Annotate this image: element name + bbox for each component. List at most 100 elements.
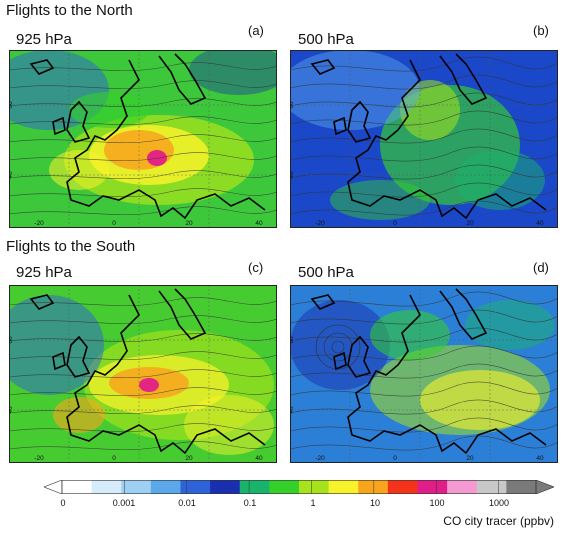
lat-tick-label: 40 bbox=[9, 406, 14, 414]
colorbar-segment bbox=[417, 480, 448, 494]
tracer-field bbox=[53, 397, 105, 433]
lat-tick-label: 40 bbox=[290, 406, 295, 414]
lon-tick-label: 0 bbox=[112, 455, 116, 462]
lon-tick-label: 40 bbox=[536, 455, 544, 462]
isobar-line bbox=[290, 309, 558, 325]
colorbar-arrow-low bbox=[44, 480, 63, 494]
lon-tick-label: 20 bbox=[466, 455, 474, 462]
coastline bbox=[66, 59, 266, 220]
colorbar-segment bbox=[180, 480, 211, 494]
tracer-field bbox=[147, 150, 167, 166]
coastline bbox=[347, 59, 547, 220]
colorbar-segment bbox=[387, 480, 418, 494]
isobar-line bbox=[290, 146, 558, 162]
map-panel-a: -20 0 20 40 60 40 bbox=[9, 50, 277, 228]
colorbar-arrow-high bbox=[535, 480, 554, 494]
lon-tick-label: 0 bbox=[112, 220, 116, 227]
isobar-line bbox=[9, 188, 277, 197]
coastline bbox=[347, 335, 372, 378]
lat-tick-label: 40 bbox=[290, 171, 295, 179]
coastline bbox=[333, 351, 347, 371]
panel-c-label: (c) bbox=[248, 260, 264, 275]
panel-b-label: (b) bbox=[533, 23, 549, 38]
coastline bbox=[52, 351, 66, 371]
map-panel-c: -20 0 20 40 60 40 bbox=[9, 285, 277, 463]
panel-d-level: 500 hPa bbox=[298, 264, 354, 281]
colorbar-tick-4: 1 bbox=[310, 498, 316, 508]
coastline bbox=[347, 294, 547, 455]
isobar-line bbox=[290, 435, 558, 451]
isobar-line bbox=[9, 134, 277, 143]
colorbar-segment bbox=[150, 480, 181, 494]
panel-a-label: (a) bbox=[248, 23, 264, 38]
colorbar-segment bbox=[239, 480, 270, 494]
colorbar-segment bbox=[299, 480, 330, 494]
tracer-field bbox=[139, 378, 159, 392]
isobar-line bbox=[9, 351, 277, 360]
tracer-field bbox=[370, 310, 450, 360]
map-frame bbox=[9, 285, 277, 463]
colorbar-tick-5: 10 bbox=[369, 498, 381, 508]
isobar-line bbox=[9, 369, 277, 378]
low-pressure-contour bbox=[331, 340, 345, 354]
lon-tick-label: 0 bbox=[393, 220, 397, 227]
colorbar bbox=[44, 480, 554, 494]
isobar-line bbox=[9, 98, 277, 107]
coastline bbox=[310, 59, 336, 75]
colorbar-tick-6: 100 bbox=[429, 498, 445, 508]
map-frame bbox=[290, 50, 558, 228]
isobar-line bbox=[290, 182, 558, 198]
lon-tick-label: -20 bbox=[315, 220, 325, 227]
lat-tick-label: 40 bbox=[9, 171, 14, 179]
lat-tick-label: 60 bbox=[290, 101, 295, 109]
tracer-field bbox=[184, 395, 274, 455]
colorbar-segment bbox=[506, 480, 537, 494]
colorbar-segment bbox=[328, 480, 359, 494]
tracer-field bbox=[9, 295, 104, 395]
isobar-line bbox=[9, 152, 277, 161]
lat-tick-label: 60 bbox=[9, 336, 14, 344]
colorbar-tick-2: 0.01 bbox=[178, 498, 196, 508]
lon-tick-label: 40 bbox=[536, 220, 544, 227]
isobar-line bbox=[9, 80, 277, 89]
colorbar-segment bbox=[358, 480, 389, 494]
colorbar-tick-1: 0.001 bbox=[112, 498, 136, 508]
lon-tick-label: 40 bbox=[255, 455, 263, 462]
lon-tick-label: -20 bbox=[34, 220, 44, 227]
tracer-field bbox=[69, 92, 149, 128]
panel-c-level: 925 hPa bbox=[16, 264, 72, 281]
isobar-line bbox=[9, 387, 277, 396]
isobar-line bbox=[9, 315, 277, 324]
map-panel-b: -20 0 20 40 60 40 bbox=[290, 50, 558, 228]
colorbar-segment bbox=[121, 480, 152, 494]
isobar-line bbox=[9, 62, 277, 71]
isobar-line bbox=[9, 116, 277, 125]
isobar-line bbox=[9, 170, 277, 179]
colorbar-segment bbox=[269, 480, 300, 494]
isobar-line bbox=[290, 345, 558, 361]
isobar-line bbox=[290, 92, 558, 108]
lon-tick-label: -20 bbox=[315, 455, 325, 462]
isobar-line bbox=[9, 423, 277, 432]
tracer-field bbox=[189, 50, 277, 95]
isobar-line bbox=[290, 128, 558, 144]
isobar-line bbox=[290, 327, 558, 343]
lat-tick-label: 60 bbox=[290, 336, 295, 344]
colorbar-segment bbox=[476, 480, 507, 494]
coastline bbox=[310, 294, 336, 310]
tracer-field bbox=[330, 180, 430, 220]
colorbar-segment bbox=[91, 480, 122, 494]
map-panel-d: -20 0 20 40 60 40 bbox=[290, 285, 558, 463]
lon-tick-label: -20 bbox=[34, 455, 44, 462]
map-frame bbox=[9, 50, 277, 228]
coastline bbox=[29, 294, 55, 310]
coastline bbox=[66, 100, 91, 143]
colorbar-title: CO city tracer (ppbv) bbox=[443, 514, 554, 528]
colorbar-tick-3: 0.1 bbox=[243, 498, 257, 508]
coastline bbox=[347, 100, 372, 143]
isobar-line bbox=[290, 291, 558, 307]
coastline bbox=[333, 116, 347, 136]
isobar-line bbox=[290, 381, 558, 397]
lon-tick-label: 20 bbox=[185, 455, 193, 462]
coastline bbox=[158, 53, 207, 105]
